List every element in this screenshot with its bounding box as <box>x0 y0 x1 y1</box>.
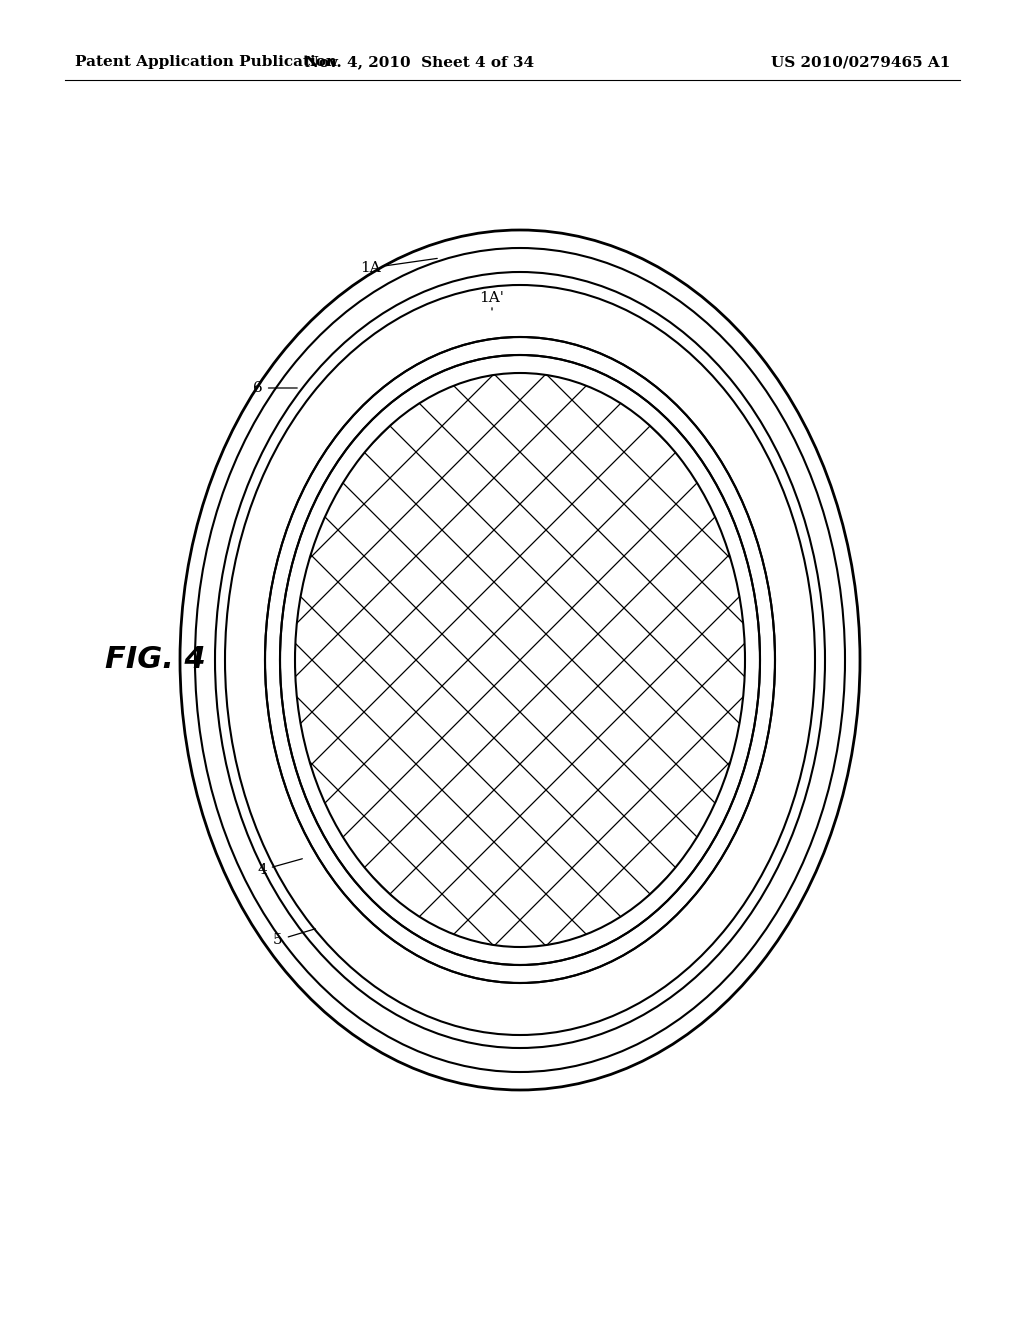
Text: 1A: 1A <box>359 259 437 275</box>
Text: 4: 4 <box>257 859 302 876</box>
Ellipse shape <box>175 224 865 1096</box>
Text: Nov. 4, 2010  Sheet 4 of 34: Nov. 4, 2010 Sheet 4 of 34 <box>305 55 535 69</box>
Text: 6: 6 <box>253 381 297 395</box>
Text: FIG. 4: FIG. 4 <box>104 645 206 675</box>
Text: 1A': 1A' <box>479 290 505 310</box>
Text: US 2010/0279465 A1: US 2010/0279465 A1 <box>771 55 950 69</box>
Ellipse shape <box>295 374 745 946</box>
Ellipse shape <box>295 374 745 946</box>
Text: Patent Application Publication: Patent Application Publication <box>75 55 337 69</box>
Text: 5: 5 <box>273 929 315 946</box>
